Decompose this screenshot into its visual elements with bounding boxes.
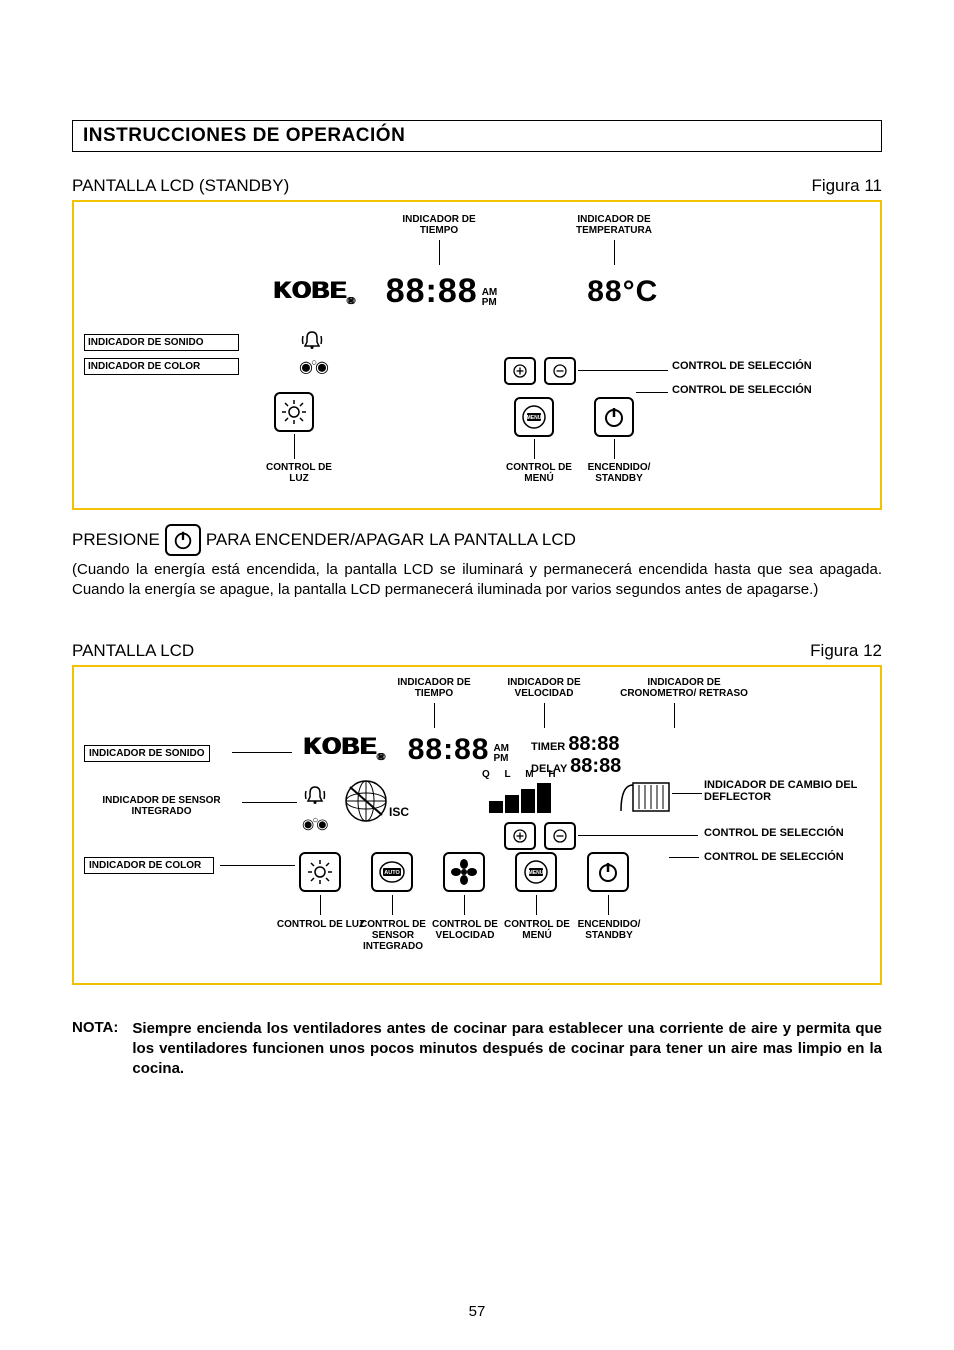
- fig12-speed-label: INDICADOR DE VELOCIDAD: [494, 677, 594, 699]
- auto-button[interactable]: AUTO: [371, 852, 413, 892]
- leader-line: [220, 865, 295, 866]
- fig12-lcd-row: KOBE® 88:88AMPM TIMER 88:88 DELAY 88:88: [304, 733, 621, 777]
- baffle-icon: [619, 779, 671, 813]
- light-button[interactable]: [299, 852, 341, 892]
- svg-text:MENU: MENU: [527, 415, 542, 421]
- fig11-selection-label: CONTROL DE SELECCIÓN: [672, 384, 832, 396]
- fig11-lcd-row: KOBE® 88:88AMPM 88°C: [274, 272, 820, 311]
- fig12-sensor-label: INDICADOR DE SENSOR INTEGRADO: [84, 795, 239, 817]
- time-display: 88:88AMPM: [386, 272, 498, 311]
- sound-icon: [302, 785, 328, 805]
- fig12-time-label: INDICADOR DE TIEMPO: [384, 677, 484, 699]
- leader-line: [434, 703, 435, 728]
- globe-icon: [344, 779, 388, 823]
- fig11-menu-label: CONTROL DE MENÚ: [499, 462, 579, 484]
- fig12-sound-label: INDICADOR DE SONIDO: [84, 745, 210, 762]
- fig12-button-row: AUTO MENU: [299, 852, 629, 892]
- fig12-power-ctrl-label: ENCENDIDO/ STANDBY: [564, 919, 654, 941]
- leader-line: [294, 434, 295, 459]
- leader-line: [614, 439, 615, 459]
- isc-label: ISC: [389, 805, 409, 819]
- temp-display: 88°C: [587, 275, 658, 309]
- section-header: INSTRUCCIONES DE OPERACIÓN: [72, 120, 882, 152]
- leader-line: [544, 703, 545, 728]
- page-number: 57: [0, 1303, 954, 1320]
- brand-logo: KOBE®: [274, 277, 356, 307]
- fig11-color-label: INDICADOR DE COLOR: [84, 358, 239, 375]
- fig11-diagram: INDICADOR DE TIEMPO INDICADOR DE TEMPERA…: [72, 200, 882, 510]
- fig11-power-label: ENCENDIDO/ STANDBY: [579, 462, 659, 484]
- speed-letters: Q L M H: [482, 769, 562, 780]
- leader-line: [674, 703, 675, 728]
- leader-line: [439, 240, 440, 265]
- nota-text: Siempre encienda los ventiladores antes …: [132, 1019, 882, 1080]
- fig12-diagram: INDICADOR DE TIEMPO INDICADOR DE VELOCID…: [72, 665, 882, 985]
- minus-button[interactable]: [544, 357, 576, 385]
- leader-line: [578, 370, 668, 371]
- fig12-selection-label: CONTROL DE SELECCIÓN: [704, 827, 864, 839]
- fig12-deflector-label: INDICADOR DE CAMBIO DEL DEFLECTOR: [704, 779, 864, 803]
- brand-logo: KOBE®: [304, 733, 386, 763]
- fig11-subtitle: PANTALLA LCD (STANDBY): [72, 176, 289, 196]
- leader-line: [672, 793, 702, 794]
- press-before: PRESIONE: [72, 530, 160, 550]
- fig11-label: Figura 11: [811, 176, 882, 196]
- menu-button[interactable]: MENU: [515, 852, 557, 892]
- fig11-sound-label: INDICADOR DE SONIDO: [84, 334, 239, 351]
- fan-button[interactable]: [443, 852, 485, 892]
- fig12-subtitle: PANTALLA LCD: [72, 641, 194, 661]
- light-button[interactable]: [274, 392, 314, 432]
- fig12-timer-label: INDICADOR DE CRONOMETRO/ RETRASO: [614, 677, 754, 699]
- menu-button[interactable]: MENU: [514, 397, 554, 437]
- leader-line: [614, 240, 615, 265]
- leader-line: [534, 439, 535, 459]
- svg-text:MENU: MENU: [529, 870, 544, 876]
- press-after: PARA ENCENDER/APAGAR LA PANTALLA LCD: [206, 530, 576, 550]
- color-icon: ◉○◉: [302, 815, 326, 833]
- speed-bars-icon: [489, 783, 551, 813]
- fig12-label: Figura 12: [810, 641, 882, 661]
- time-display: 88:88AMPM: [408, 733, 509, 767]
- nota-label: NOTA:: [72, 1019, 118, 1080]
- sound-icon: [299, 330, 325, 350]
- svg-text:AUTO: AUTO: [384, 870, 400, 876]
- fig11-header-row: PANTALLA LCD (STANDBY) Figura 11: [72, 176, 882, 196]
- power-button[interactable]: [587, 852, 629, 892]
- press-instruction: PRESIONE PARA ENCENDER/APAGAR LA PANTALL…: [72, 524, 882, 556]
- minus-button[interactable]: [544, 822, 576, 850]
- leader-line: [242, 802, 297, 803]
- press-body: (Cuando la energía está encendida, la pa…: [72, 560, 882, 601]
- power-button-inline[interactable]: [165, 524, 201, 556]
- fig11-selection-label: CONTROL DE SELECCIÓN: [672, 360, 832, 372]
- plus-button[interactable]: [504, 822, 536, 850]
- fig12-selection-label: CONTROL DE SELECCIÓN: [704, 851, 864, 863]
- leader-line: [669, 857, 699, 858]
- nota-block: NOTA: Siempre encienda los ventiladores …: [72, 1019, 882, 1080]
- fig11-temp-label: INDICADOR DE TEMPERATURA: [554, 214, 674, 236]
- leader-line: [636, 392, 668, 393]
- leader-line: [232, 752, 292, 753]
- fig11-light-label: CONTROL DE LUZ: [259, 462, 339, 484]
- fig11-time-label: INDICADOR DE TIEMPO: [384, 214, 494, 236]
- color-icon: ◉○◉: [299, 357, 327, 377]
- fig12-color-label: INDICADOR DE COLOR: [84, 857, 214, 874]
- leader-line: [578, 835, 698, 836]
- plus-button[interactable]: [504, 357, 536, 385]
- power-button[interactable]: [594, 397, 634, 437]
- fig12-header-row: PANTALLA LCD Figura 12: [72, 641, 882, 661]
